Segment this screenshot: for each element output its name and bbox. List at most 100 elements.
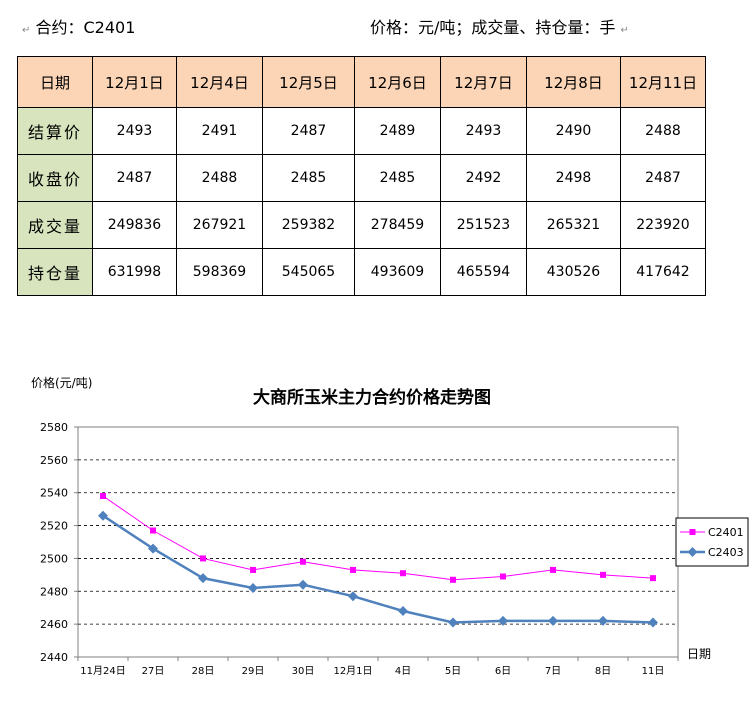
data-point bbox=[650, 575, 656, 582]
x-tick-label: 5日 bbox=[445, 666, 461, 677]
date-column-header: 12月6日 bbox=[354, 56, 441, 108]
row-label: 结算价 bbox=[17, 107, 93, 155]
cell-value: 598369 bbox=[192, 264, 247, 280]
table-cell: 2490 bbox=[526, 107, 621, 155]
data-point bbox=[248, 583, 258, 593]
y-tick-label: 2540 bbox=[40, 487, 68, 500]
table-cell: 259382 bbox=[262, 201, 355, 249]
legend-marker bbox=[689, 529, 696, 535]
data-point bbox=[200, 555, 206, 562]
table-cell: 2485 bbox=[262, 154, 355, 202]
table-cell: 2498 bbox=[526, 154, 621, 202]
data-point bbox=[198, 573, 208, 584]
x-tick-label: 12月1日 bbox=[333, 665, 372, 677]
table-cell: 251523 bbox=[440, 201, 527, 249]
cell-value: 259382 bbox=[281, 217, 336, 233]
paragraph-mark-icon: ↵ bbox=[22, 25, 31, 36]
x-tick-label: 28日 bbox=[192, 666, 215, 677]
cell-value: 223920 bbox=[636, 217, 690, 233]
price-volume-table: 日期 12月1日 12月4日 12月5日 12月6日 12月7日 12月8日 12月11日 结算… bbox=[17, 56, 706, 296]
cell-value: 2490 bbox=[555, 123, 592, 139]
cell-value: 251523 bbox=[456, 217, 511, 233]
table-cell: 249836 bbox=[92, 201, 177, 249]
data-point bbox=[400, 570, 406, 577]
legend-marker bbox=[687, 547, 698, 557]
date-column-header: 12月8日 bbox=[526, 56, 621, 108]
units-label: 价格：元/吨；成交量、持仓量：手 bbox=[370, 18, 616, 37]
legend-label: C2403 bbox=[708, 546, 744, 559]
series-line-C2401 bbox=[102, 495, 654, 581]
cell-value: 249836 bbox=[107, 217, 162, 233]
table-cell: 2487 bbox=[92, 154, 177, 202]
contract-label: 合约：C2401 bbox=[35, 18, 136, 37]
data-point bbox=[250, 566, 256, 573]
data-point bbox=[298, 579, 308, 590]
table-cell: 631998 bbox=[92, 248, 177, 296]
cell-value: 2488 bbox=[645, 123, 681, 139]
cell-value: 278459 bbox=[370, 217, 425, 233]
legend-label: C2401 bbox=[708, 526, 744, 539]
cell-value: 265321 bbox=[546, 217, 601, 233]
table-cell: 278459 bbox=[354, 201, 441, 249]
cell-value: 2493 bbox=[465, 123, 502, 139]
table-cell: 2488 bbox=[620, 107, 706, 155]
cell-value: 430526 bbox=[546, 264, 601, 280]
data-point bbox=[98, 510, 108, 521]
table-cell: 2485 bbox=[354, 154, 441, 202]
table-cell: 2489 bbox=[354, 107, 441, 155]
table-row: 收盘价 2487 2488 2485 2485 2492 2498 2487 bbox=[17, 154, 706, 202]
paragraph-mark-icon: ↵ bbox=[620, 25, 629, 36]
table-cell: 267921 bbox=[176, 201, 263, 249]
data-point bbox=[500, 573, 506, 580]
data-point bbox=[300, 558, 306, 565]
cell-value: 2498 bbox=[555, 170, 592, 186]
price-trend-chart: 2440 2460 2480 2500 2520 2540 2560 2580 11月24日 27… bbox=[31, 375, 749, 677]
y-tick-label: 2500 bbox=[40, 552, 68, 565]
table-cell: 493609 bbox=[354, 248, 441, 296]
plot-area bbox=[77, 426, 679, 658]
cell-value: 2489 bbox=[379, 123, 416, 139]
x-tick-label: 11日 bbox=[642, 666, 665, 677]
cell-value: 2485 bbox=[290, 170, 327, 186]
table-row: 结算价 2493 2491 2487 2489 2493 2490 2488 bbox=[17, 107, 706, 155]
cell-value: 2487 bbox=[645, 170, 681, 186]
table-cell: 2491 bbox=[176, 107, 263, 155]
y-tick-label: 2480 bbox=[40, 585, 68, 598]
contract-table: 日期 12月1日 12月4日 12月5日 12月6日 12月7日 12月8日 12月11日 结算… bbox=[17, 56, 706, 296]
cell-value: 2488 bbox=[201, 170, 238, 186]
x-tick-label: 7日 bbox=[545, 666, 561, 677]
date-column-header: 12月7日 bbox=[440, 56, 527, 108]
cell-value: 465594 bbox=[456, 264, 511, 280]
y-tick-label: 2560 bbox=[40, 454, 68, 467]
cell-value: 2487 bbox=[290, 123, 327, 139]
table-cell: 2493 bbox=[440, 107, 527, 155]
data-point bbox=[598, 615, 608, 626]
data-point bbox=[550, 566, 556, 573]
data-point bbox=[450, 576, 456, 583]
data-point bbox=[498, 615, 508, 626]
date-column-header: 12月4日 bbox=[176, 56, 263, 108]
series-line-C2403 bbox=[102, 514, 654, 624]
cell-value: 545065 bbox=[281, 264, 336, 280]
table-cell: 417642 bbox=[620, 248, 706, 296]
table-cell: 2492 bbox=[440, 154, 527, 202]
cell-value: 267921 bbox=[192, 217, 247, 233]
table-cell: 598369 bbox=[176, 248, 263, 296]
x-tick-label: 8日 bbox=[595, 666, 611, 677]
date-column-header: 12月1日 bbox=[92, 56, 177, 108]
table-cell: 545065 bbox=[262, 248, 355, 296]
date-header-cell: 日期 bbox=[17, 56, 93, 108]
cell-value: 2487 bbox=[116, 170, 153, 186]
table-cell: 2488 bbox=[176, 154, 263, 202]
cell-value: 2492 bbox=[465, 170, 502, 186]
x-tick-label: 29日 bbox=[242, 666, 265, 677]
data-point bbox=[448, 617, 458, 628]
units-heading: 价格：元/吨；成交量、持仓量：手 ↵ bbox=[370, 14, 629, 38]
y-tick-label: 2440 bbox=[40, 651, 68, 664]
data-point bbox=[648, 617, 658, 628]
cell-value: 2493 bbox=[116, 123, 153, 139]
cell-value: 493609 bbox=[370, 264, 425, 280]
row-label: 成交量 bbox=[17, 201, 93, 249]
data-point bbox=[100, 493, 106, 499]
table-cell: 2487 bbox=[262, 107, 355, 155]
